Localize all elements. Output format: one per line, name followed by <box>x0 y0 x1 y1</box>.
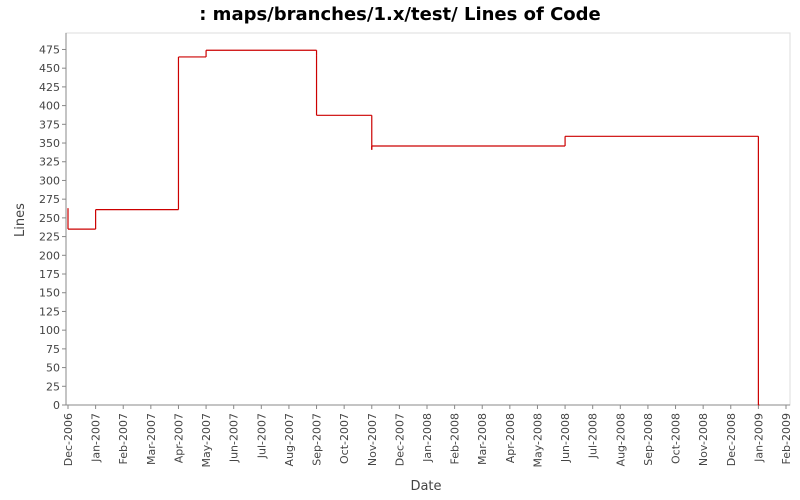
y-tick-label: 275 <box>39 193 60 206</box>
y-tick-label: 100 <box>39 324 60 337</box>
y-tick-label: 175 <box>39 268 60 281</box>
x-axis-label: Date <box>410 479 441 494</box>
x-tick-label: Nov-2008 <box>697 413 710 466</box>
y-axis-label: Lines <box>13 203 28 237</box>
x-tick-label: Feb-2007 <box>117 413 130 464</box>
y-tick-label: 375 <box>39 118 60 131</box>
x-tick-label: Jun-2007 <box>228 413 241 463</box>
x-tick-label: Dec-2008 <box>725 413 738 466</box>
x-tick-label: Jan-2009 <box>752 413 765 463</box>
x-tick-label: Feb-2008 <box>449 413 462 464</box>
x-tick-label: Apr-2008 <box>504 413 517 463</box>
x-tick-label: Feb-2009 <box>780 413 793 464</box>
y-tick-label: 25 <box>46 380 60 393</box>
x-tick-label: May-2007 <box>200 413 213 468</box>
y-tick-label: 350 <box>39 137 60 150</box>
y-tick-label: 425 <box>39 81 60 94</box>
y-tick-label: 150 <box>39 287 60 300</box>
x-tick-label: Mar-2007 <box>145 413 158 465</box>
x-tick-label: Jan-2008 <box>421 413 434 463</box>
x-tick-label: Sep-2008 <box>642 413 655 466</box>
y-tick-label: 0 <box>53 399 60 412</box>
x-tick-label: Dec-2006 <box>62 413 75 466</box>
x-tick-label: Jan-2007 <box>90 413 103 463</box>
y-tick-label: 250 <box>39 212 60 225</box>
x-tick-label: Jul-2007 <box>255 413 268 459</box>
y-tick-label: 325 <box>39 156 60 169</box>
x-tick-label: Apr-2007 <box>172 413 185 463</box>
x-tick-label: Mar-2008 <box>476 413 489 465</box>
y-tick-label: 475 <box>39 43 60 56</box>
x-tick-label: Oct-2007 <box>338 413 351 464</box>
y-tick-label: 200 <box>39 249 60 262</box>
x-tick-label: Nov-2007 <box>366 413 379 466</box>
x-tick-label: Jul-2008 <box>587 413 600 459</box>
y-tick-label: 75 <box>46 343 60 356</box>
y-tick-label: 450 <box>39 62 60 75</box>
y-tick-label: 50 <box>46 362 60 375</box>
y-tick-label: 225 <box>39 231 60 244</box>
y-tick-label: 125 <box>39 305 60 318</box>
x-tick-label: Oct-2008 <box>670 413 683 464</box>
x-tick-label: Sep-2007 <box>311 413 324 466</box>
x-tick-label: Dec-2007 <box>393 413 406 466</box>
plot-area <box>65 32 791 406</box>
y-tick-label: 400 <box>39 100 60 113</box>
x-tick-label: Jun-2008 <box>559 413 572 463</box>
x-tick-label: Aug-2007 <box>283 413 296 466</box>
x-tick-label: Aug-2008 <box>614 413 627 466</box>
y-tick-label: 300 <box>39 174 60 187</box>
x-tick-label: May-2008 <box>531 413 544 468</box>
chart-title: : maps/branches/1.x/test/ Lines of Code <box>199 4 601 25</box>
